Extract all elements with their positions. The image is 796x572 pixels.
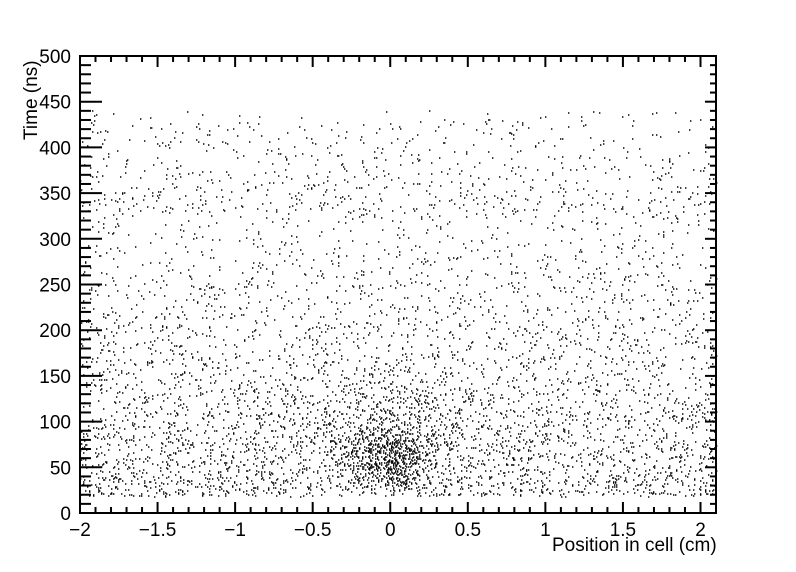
y-tick-label: 0 — [60, 504, 71, 525]
tick-labels-layer: −2 −1.5 −1 −0.5 0 0.5 1 1.5 2 0 50 100 150 200 250 300 3… — [39, 47, 705, 541]
y-tick-label: 150 — [39, 367, 71, 388]
y-tick-label: 400 — [39, 138, 71, 159]
y-axis-title: Time (ns) — [0, 44, 42, 154]
x-tick-label: 1 — [540, 520, 551, 541]
data-points-layer — [80, 110, 718, 498]
y-tick-label: 100 — [39, 413, 71, 434]
y-tick-label: 50 — [50, 458, 71, 479]
y-axis-title-text: Time (ns) — [21, 60, 42, 140]
x-tick-label: 0.5 — [455, 520, 481, 541]
x-tick-label: −2 — [69, 520, 91, 541]
x-tick-label: −0.5 — [294, 520, 332, 541]
x-tick-label: −1.5 — [139, 520, 177, 541]
y-tick-label: 200 — [39, 321, 71, 342]
x-tick-label: 2 — [695, 520, 706, 541]
x-tick-label: 1.5 — [610, 520, 636, 541]
y-tick-label: 250 — [39, 276, 71, 297]
y-tick-label: 500 — [39, 47, 71, 68]
x-axis-title: Position in cell (cm) — [552, 535, 717, 556]
axes-layer — [79, 55, 717, 514]
x-tick-label: 0 — [385, 520, 396, 541]
y-tick-label: 300 — [39, 230, 71, 251]
y-tick-label: 450 — [39, 93, 71, 114]
y-tick-label: 350 — [39, 184, 71, 205]
x-tick-label: −1 — [224, 520, 246, 541]
